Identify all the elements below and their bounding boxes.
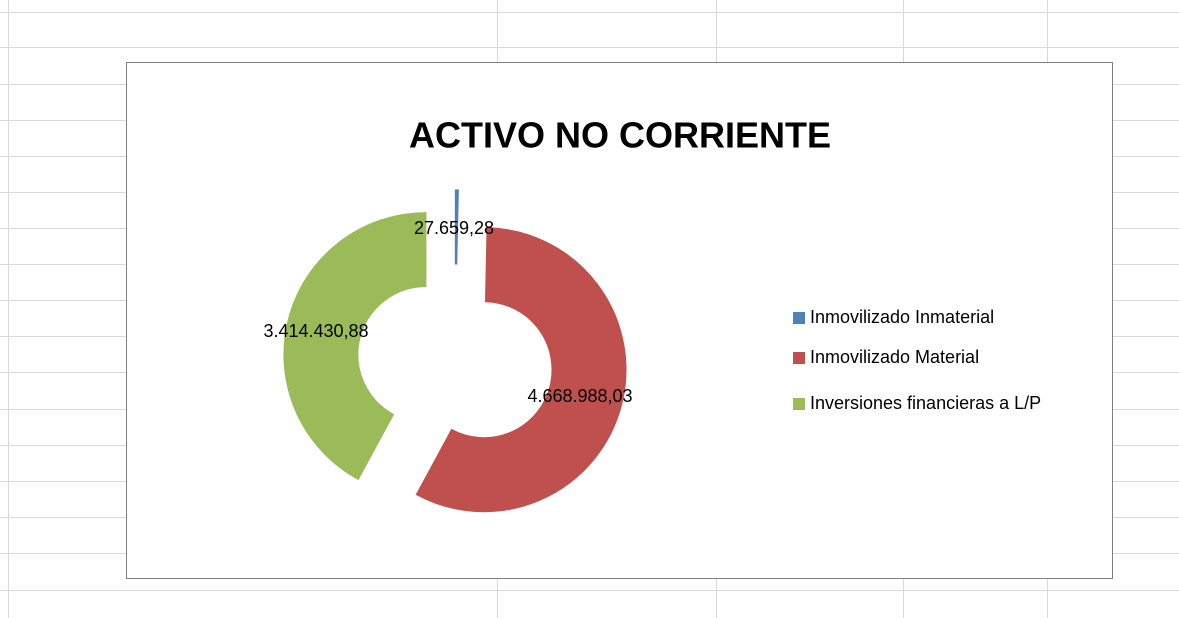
- legend-label: Inversiones financieras a L/P: [810, 393, 1041, 413]
- data-label: 27.659,28: [414, 218, 494, 238]
- donut-slice: [415, 227, 627, 513]
- chart-title: ACTIVO NO CORRIENTE: [409, 115, 831, 156]
- legend-swatch: [793, 398, 805, 410]
- legend-label: Inmovilizado Inmaterial: [810, 307, 994, 327]
- donut-slice: [454, 189, 459, 265]
- data-label: 4.668.988,03: [527, 386, 632, 406]
- data-label: 3.414.430,88: [263, 321, 368, 341]
- legend-label: Inmovilizado Material: [810, 347, 979, 367]
- legend-swatch: [793, 312, 805, 324]
- donut-slice: [283, 212, 427, 481]
- legend: Inmovilizado Inmaterial Inmovilizado Mate…: [793, 307, 1041, 413]
- donut: [283, 189, 627, 513]
- legend-swatch: [793, 352, 805, 364]
